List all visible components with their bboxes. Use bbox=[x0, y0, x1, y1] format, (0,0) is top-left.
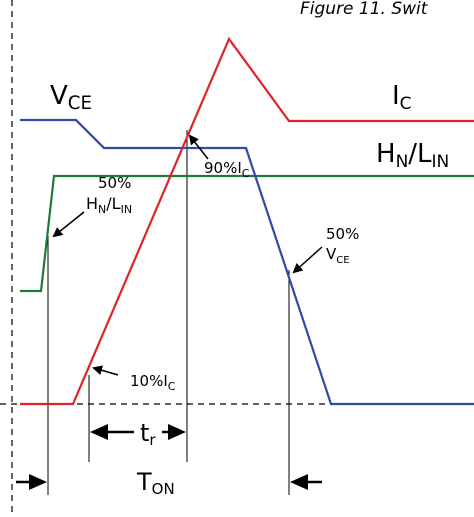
arrow-right-icon bbox=[168, 424, 186, 440]
pct50-input-label: 50% bbox=[98, 174, 131, 192]
arrow-right-icon bbox=[29, 474, 47, 490]
hn-ln-small-label: HN/LIN bbox=[86, 194, 132, 216]
ton-label: TON bbox=[136, 468, 175, 498]
pct50-vce-label: 50% bbox=[326, 225, 359, 243]
arrow-left-icon bbox=[52, 211, 85, 238]
arrow-left-icon bbox=[292, 246, 323, 274]
vce-label: VCE bbox=[50, 81, 92, 114]
tr-label: tr bbox=[140, 419, 156, 449]
arrow-left-icon bbox=[290, 474, 308, 490]
vce-small-label: VCE bbox=[326, 245, 350, 266]
hn-ln-label: HN/LIN bbox=[376, 139, 449, 172]
ic-trace bbox=[20, 36, 474, 406]
vce-trace bbox=[20, 118, 474, 406]
pct10-label: 10%IC bbox=[130, 372, 176, 393]
arrow-left-icon bbox=[188, 134, 209, 160]
figure-caption: Figure 11. Swit bbox=[300, 0, 429, 19]
ic-label: IC bbox=[392, 81, 412, 114]
arrow-left-icon bbox=[90, 424, 108, 440]
pct90-label: 90%IC bbox=[204, 159, 250, 180]
input-signal-trace bbox=[20, 174, 474, 293]
arrow-left-icon bbox=[92, 365, 119, 376]
